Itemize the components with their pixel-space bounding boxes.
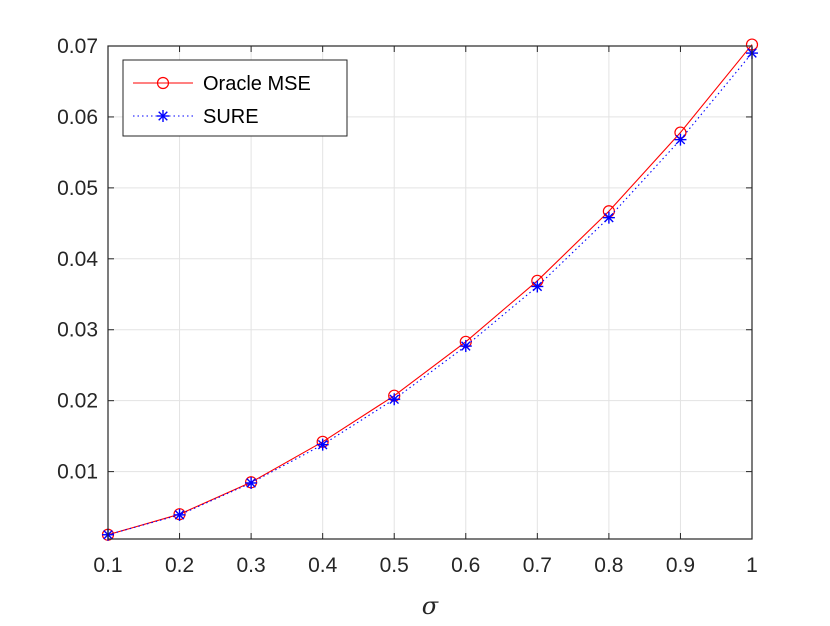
asterisk-stroke [460, 341, 471, 351]
asterisk-stroke [246, 478, 256, 488]
series-line [107, 52, 753, 536]
y-tick-label: 0.06 [57, 106, 98, 129]
axis-ticks [107, 45, 753, 539]
circle-marker [156, 76, 170, 90]
x-tick-label: 0.5 [380, 554, 409, 577]
legend-entry: SURE [133, 106, 259, 128]
asterisk-stroke [389, 394, 400, 405]
y-tick-label: 0.01 [57, 461, 98, 484]
x-tick-label: 0.1 [93, 554, 122, 577]
series-line [107, 44, 753, 536]
x-axis-label: σ [422, 592, 439, 620]
legend-entry: Oracle MSE [133, 73, 311, 95]
asterisk-stroke [604, 212, 614, 223]
x-tick-label: 0.7 [523, 554, 552, 577]
x-tick-label: 0.4 [308, 554, 338, 577]
y-tick-labels: 0.01 0.02 0.03 0.04 0.05 0.06 0.07 [57, 35, 98, 484]
y-tick-label: 0.04 [57, 248, 98, 271]
asterisk-marker [173, 508, 186, 521]
asterisk-stroke [532, 281, 543, 292]
x-tick-label: 0.6 [451, 554, 480, 577]
y-tick-label: 0.05 [57, 177, 98, 200]
legend-label: SURE [203, 106, 259, 128]
asterisk-stroke [675, 134, 686, 145]
x-tick-label: 0.9 [666, 554, 695, 577]
legend: Oracle MSE SURE [122, 59, 348, 137]
asterisk-marker [245, 476, 258, 489]
y-tick-label: 0.03 [57, 319, 98, 342]
legend-box [122, 59, 348, 137]
asterisk-marker [459, 340, 472, 353]
asterisk-marker [316, 438, 329, 451]
y-tick-label: 0.02 [57, 390, 98, 413]
x-tick-label: 0.3 [237, 554, 266, 577]
asterisk-marker [388, 393, 401, 406]
asterisk-marker [531, 280, 544, 293]
plot-frame [107, 45, 753, 540]
legend-label: Oracle MSE [203, 73, 311, 95]
y-tick-label: 0.07 [57, 35, 98, 58]
asterisk-stroke [317, 439, 328, 450]
asterisk-marker [157, 110, 169, 122]
asterisk-marker [674, 133, 687, 146]
x-tick-labels: 0.1 0.2 0.3 0.4 0.5 0.6 0.7 0.8 0.9 1 [93, 554, 757, 577]
x-tick-label: 1 [746, 554, 758, 577]
x-tick-label: 0.8 [594, 554, 623, 577]
asterisk-stroke [174, 510, 185, 520]
x-tick-label: 0.2 [165, 554, 194, 577]
asterisk-stroke [158, 111, 168, 121]
asterisk-marker [602, 211, 615, 224]
